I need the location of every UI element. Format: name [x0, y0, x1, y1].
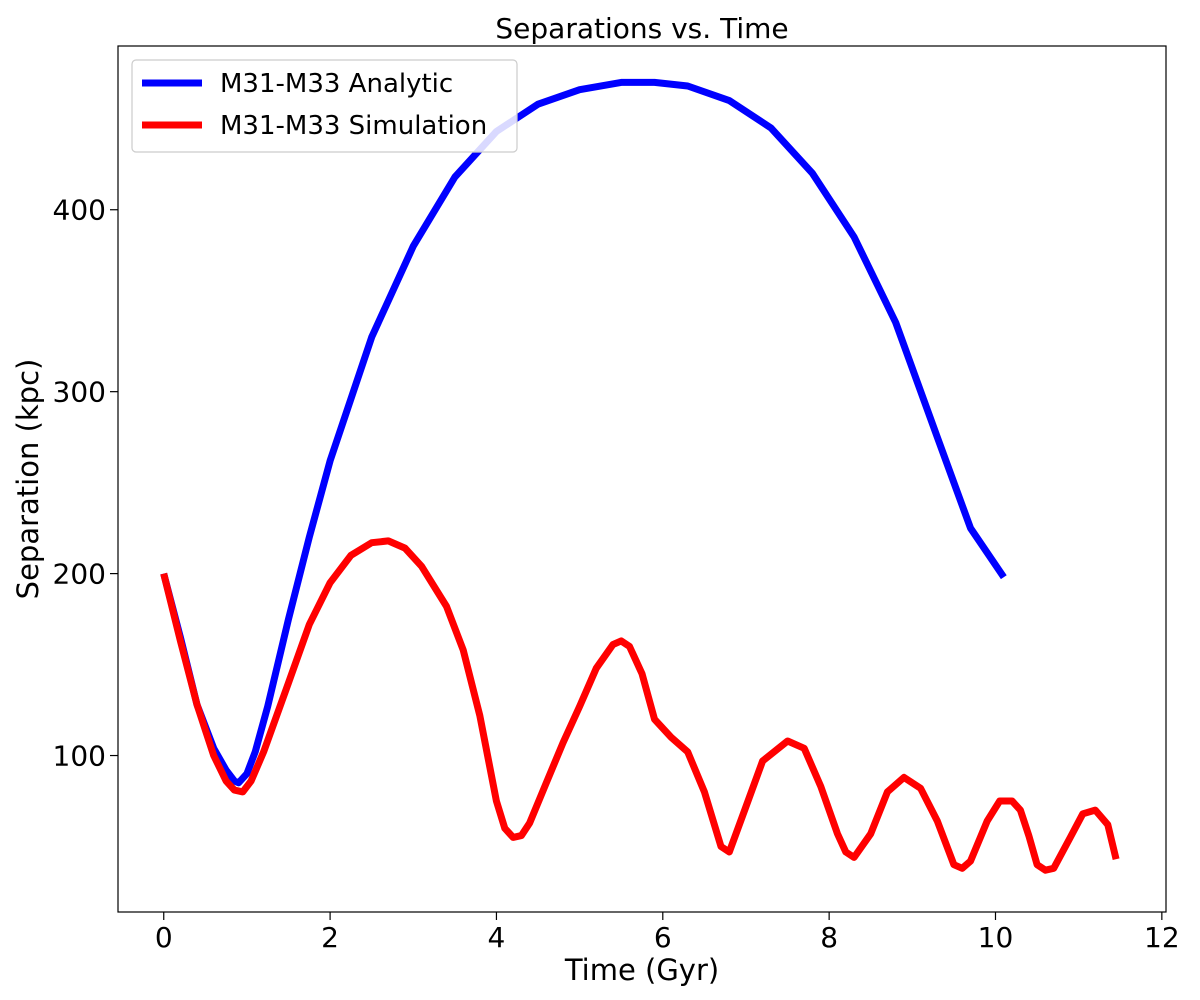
- x-axis-ticks: 0 2 4 6 8 10 12: [155, 912, 1180, 954]
- x-axis-label: Time (Gyr): [564, 953, 719, 987]
- y-axis-label: Separation (kpc): [11, 359, 45, 600]
- y-tick-label: 400: [53, 194, 106, 227]
- legend-box: [131, 59, 518, 153]
- legend-label-simulation: M31-M33 Simulation: [220, 111, 487, 141]
- x-tick-label: 12: [1144, 921, 1180, 954]
- chart-title: Separations vs. Time: [495, 12, 788, 45]
- legend-label-analytic: M31-M33 Analytic: [220, 69, 453, 99]
- y-tick-label: 100: [53, 740, 106, 773]
- x-tick-label: 2: [321, 921, 339, 954]
- series-line-simulation: [160, 537, 1120, 874]
- y-axis-ticks: 100 200 300 400: [53, 194, 118, 773]
- series-line-analytic: [160, 78, 1007, 787]
- series-layer: [160, 78, 1120, 874]
- x-tick-label: 8: [820, 921, 838, 954]
- x-tick-label: 6: [654, 921, 672, 954]
- y-tick-label: 300: [53, 376, 106, 409]
- x-tick-label: 4: [488, 921, 506, 954]
- plot-frame: [117, 45, 1167, 913]
- x-tick-label: 10: [978, 921, 1014, 954]
- legend: M31-M33 Analytic M31-M33 Simulation: [131, 59, 518, 153]
- y-tick-label: 200: [53, 558, 106, 591]
- x-tick-label: 0: [155, 921, 173, 954]
